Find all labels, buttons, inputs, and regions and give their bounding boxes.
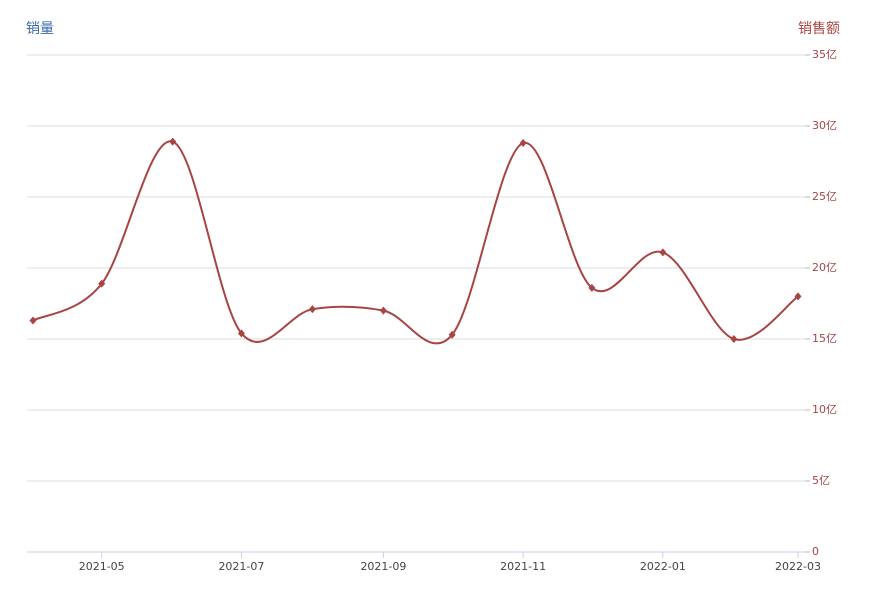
y2-tick-label: 30亿 (812, 119, 837, 132)
x-tick-label: 2021-09 (360, 560, 406, 573)
x-tick-label: 2021-07 (218, 560, 264, 573)
point (448, 330, 456, 339)
x-tick-label: 2021-11 (500, 560, 546, 573)
point (519, 139, 527, 148)
y2-tick-label: 15亿 (812, 332, 837, 345)
point (379, 306, 387, 315)
point (308, 305, 316, 314)
point (169, 137, 177, 146)
y2-tick-label: 25亿 (812, 190, 837, 203)
x-tick-label: 2022-03 (775, 560, 821, 573)
point (588, 283, 596, 292)
point (29, 316, 37, 325)
y2-tick-label: 0 (812, 545, 819, 558)
y2-tick-label: 20亿 (812, 261, 837, 274)
x-tick-label: 2022-01 (640, 560, 686, 573)
point (98, 279, 106, 288)
x-tick-label: 2021-05 (79, 560, 125, 573)
point (730, 335, 738, 343)
point (794, 292, 802, 301)
y-axis-label: 销量 (26, 21, 54, 37)
y2-axis-label: 销售额 (798, 21, 840, 37)
y2-tick-label: 10亿 (812, 403, 837, 416)
y2-tick-label: 5亿 (812, 474, 830, 487)
y2-tick-label: 35亿 (812, 48, 837, 61)
point (237, 329, 245, 338)
point (659, 248, 667, 257)
line (32, 140, 799, 345)
